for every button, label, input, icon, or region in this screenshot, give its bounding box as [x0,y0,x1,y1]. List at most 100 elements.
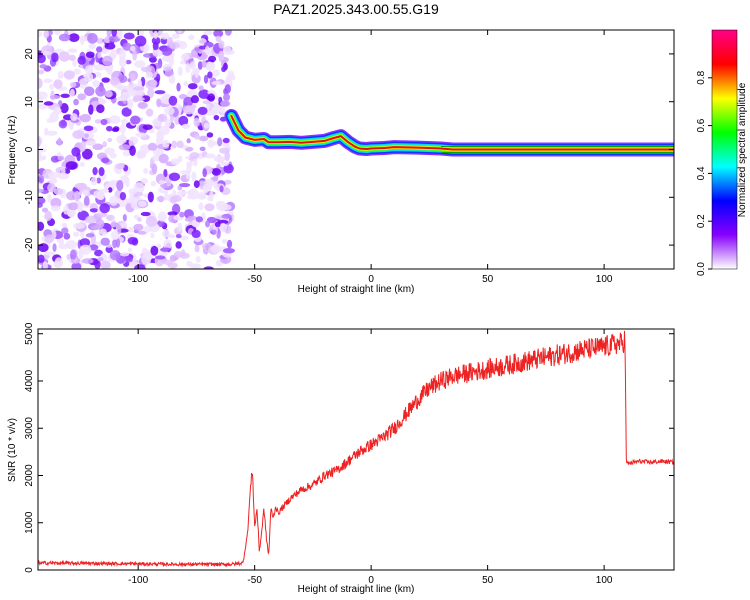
noise-blob [137,200,147,207]
snr-y-tick-label: 2000 [24,464,35,487]
noise-blob [198,202,204,211]
noise-blob [156,243,162,250]
noise-blob [162,139,170,148]
noise-blob [100,260,111,269]
noise-blob [207,71,213,79]
colorbar-tick-label: 0.0 [696,262,707,276]
noise-blob [219,204,232,211]
colorbar-tick-label: 0.8 [696,70,707,84]
noise-blob [174,115,181,125]
noise-blob [164,106,175,116]
noise-blob [168,75,176,84]
noise-blob [141,253,152,265]
noise-blob [216,156,225,164]
snr-y-tick-label: 1000 [24,511,35,534]
noise-blob [38,95,43,104]
noise-blob [213,114,220,121]
noise-blob [49,177,58,184]
noise-blob [96,177,101,184]
noise-blob [202,183,210,194]
noise-blob [132,49,138,61]
noise-blob [145,215,158,227]
noise-blob [180,235,189,241]
noise-blob [111,30,118,37]
noise-blob [117,224,122,235]
noise-blob [207,140,219,146]
noise-blob [38,77,43,89]
noise-blob [217,219,229,225]
noise-blob [79,238,91,248]
snr-x-tick-label: 50 [482,575,494,586]
noise-blob [168,172,181,182]
noise-blob [134,264,146,269]
noise-blob [100,237,110,246]
noise-blob [211,168,221,176]
noise-blob [215,35,222,43]
snr-plot-area [38,329,674,570]
colorbar-frame [711,29,738,270]
noise-blob [150,245,159,256]
noise-blob [150,180,157,187]
spectrogram-noise-region [38,30,236,269]
noise-blob [129,145,136,157]
noise-blob [38,69,45,75]
noise-blob [105,246,113,254]
spectrogram-x-axis: -100 -50 0 50 100 [128,30,613,285]
noise-blob [73,68,82,75]
noise-blob [143,225,152,233]
noise-blob [102,55,113,66]
noise-blob [195,216,203,223]
noise-blob [67,202,79,211]
noise-blob [141,95,151,102]
noise-blob [158,153,169,164]
spectrogram-y-tick-label: 20 [24,48,35,60]
noise-blob [38,147,47,153]
noise-blob [217,137,223,147]
spectrogram-y-tick-label: 10 [24,96,35,108]
noise-blob [149,56,157,63]
noise-blob [134,35,147,47]
noise-blob [140,177,149,184]
noise-blob [207,89,216,96]
noise-blob [219,185,224,193]
noise-blob [68,33,80,43]
noise-blob [66,209,74,217]
noise-blob [95,218,105,229]
noise-blob [124,256,133,263]
noise-blob [57,137,62,146]
noise-blob [83,196,90,207]
noise-blob [41,50,52,56]
noise-blob [106,30,112,38]
noise-blob [117,196,128,208]
noise-blob [85,233,95,238]
figure-title: PAZ1.2025.343.00.55.G19 [273,1,439,17]
noise-blob [109,195,119,206]
noise-blob [87,32,98,44]
noise-blob [90,176,98,186]
noise-blob [115,163,125,170]
noise-blob [63,70,75,80]
noise-blob [210,106,219,115]
noise-blob [218,40,225,49]
noise-blob [100,49,110,54]
noise-blob [147,191,154,203]
noise-blob [198,85,204,91]
noise-blob [187,83,198,90]
noise-blob [207,195,213,202]
spectrogram-y-label: Frequency (Hz) [7,116,18,185]
noise-blob [80,35,85,46]
noise-blob [119,252,130,257]
noise-blob [140,211,151,217]
noise-blob [95,212,108,218]
colorbar-ticks: 0.0 0.2 0.4 0.6 0.8 [696,70,712,276]
noise-blob [109,152,117,159]
noise-blob [181,249,186,257]
noise-blob [203,74,209,84]
noise-blob [167,211,178,216]
noise-blob [156,132,165,142]
noise-blob [81,258,94,264]
noise-blob [66,253,72,260]
noise-blob [161,47,173,56]
snr-x-tick-label: 0 [368,575,374,586]
noise-blob [168,56,175,67]
